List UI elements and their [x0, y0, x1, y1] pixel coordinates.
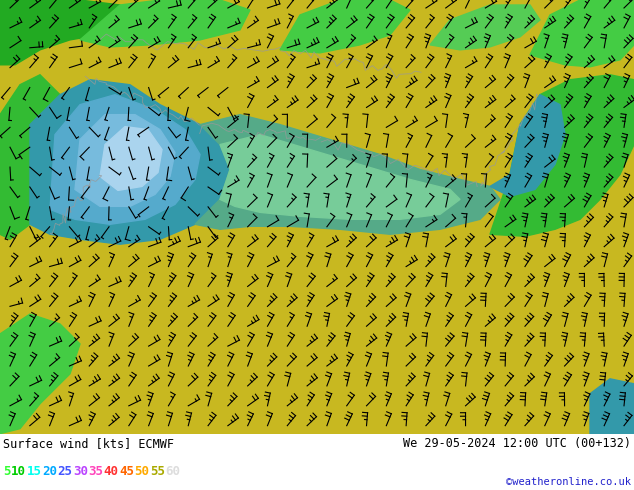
- Text: Surface wind [kts] ECMWF: Surface wind [kts] ECMWF: [3, 437, 174, 450]
- Polygon shape: [430, 5, 540, 50]
- Text: 30: 30: [73, 466, 87, 478]
- Text: 15: 15: [27, 466, 42, 478]
- Polygon shape: [220, 135, 460, 220]
- Polygon shape: [0, 314, 80, 434]
- Polygon shape: [280, 0, 410, 53]
- Polygon shape: [490, 75, 634, 236]
- Text: 40: 40: [103, 466, 119, 478]
- Polygon shape: [50, 95, 200, 224]
- Text: 60: 60: [165, 466, 180, 478]
- Polygon shape: [80, 0, 250, 47]
- Polygon shape: [30, 80, 230, 244]
- Polygon shape: [490, 95, 565, 196]
- Polygon shape: [75, 115, 175, 206]
- Text: 50: 50: [134, 466, 150, 478]
- Text: 45: 45: [119, 466, 134, 478]
- Polygon shape: [100, 126, 162, 191]
- Text: ©weatheronline.co.uk: ©weatheronline.co.uk: [506, 477, 631, 487]
- Polygon shape: [0, 75, 70, 239]
- Polygon shape: [590, 379, 634, 434]
- Polygon shape: [530, 0, 634, 67]
- Text: We 29-05-2024 12:00 UTC (00+132): We 29-05-2024 12:00 UTC (00+132): [403, 437, 631, 450]
- Text: 25: 25: [58, 466, 72, 478]
- Text: 5: 5: [3, 466, 11, 478]
- Polygon shape: [195, 115, 500, 234]
- Text: 20: 20: [42, 466, 57, 478]
- Text: 35: 35: [88, 466, 103, 478]
- Polygon shape: [0, 0, 130, 65]
- Text: 55: 55: [150, 466, 165, 478]
- Text: 10: 10: [11, 466, 26, 478]
